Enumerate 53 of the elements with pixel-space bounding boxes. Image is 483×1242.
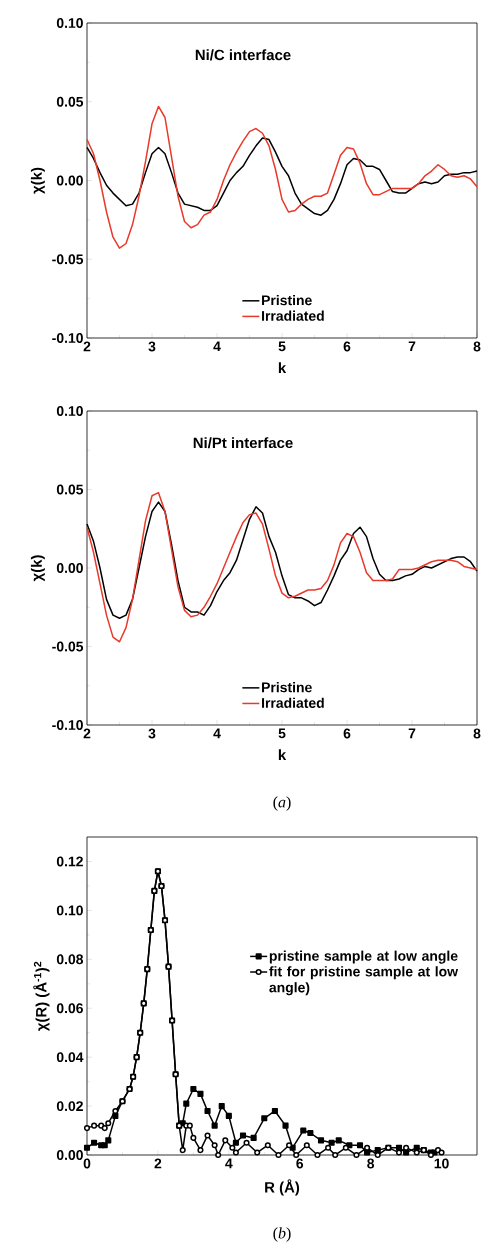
- x-tick-label: 7: [408, 728, 416, 739]
- x-tick-label: 6: [296, 1158, 304, 1169]
- x-tick-label: 2: [83, 341, 91, 352]
- x-tick-label: 7: [408, 341, 416, 352]
- y-tick-label: -0.10: [52, 333, 83, 343]
- y-axis-title: χ(k): [30, 167, 45, 194]
- y-axis-title: χ(k): [30, 555, 45, 582]
- x-tick-label: 8: [367, 1158, 375, 1169]
- y-tick-label: 0.05: [56, 96, 84, 107]
- legend-label: Irradiated: [262, 697, 324, 708]
- y-tick-label: 0.06: [56, 1003, 83, 1014]
- legend-label: pristine sample at low angle: [269, 950, 458, 964]
- text: Ni/Pt interface: [193, 437, 293, 449]
- x-axis-title: k: [278, 362, 287, 374]
- x-tick-label: 5: [278, 341, 286, 352]
- text: Ni/C interface: [195, 49, 291, 61]
- y-tick-label: 0.08: [56, 954, 84, 965]
- legend-label: Pristine: [262, 682, 312, 693]
- y-tick-label: -0.10: [52, 720, 83, 730]
- y-tick-label: 0.00: [56, 563, 83, 573]
- y-tick-label: 0.02: [56, 1101, 83, 1112]
- x-tick-label: 4: [225, 1158, 233, 1169]
- y-tick-label: 0.10: [56, 905, 83, 916]
- y-tick-label: 0.00: [56, 1150, 83, 1160]
- y-tick-label: 0.04: [56, 1052, 84, 1063]
- x-tick-label: 10: [434, 1158, 449, 1169]
- y-axis-title: χ(R) (Å$^{-1}$)$^{2}$: [33, 961, 50, 1032]
- y-tick-label: 0.12: [56, 856, 83, 867]
- y-tick-label: 0.00: [56, 175, 83, 186]
- text: (b): [273, 1227, 291, 1242]
- x-tick-label: 3: [148, 341, 156, 352]
- y-tick-label: 0.05: [56, 484, 84, 495]
- x-tick-label: 0: [83, 1158, 91, 1169]
- x-tick-label: 2: [154, 1158, 162, 1169]
- x-axis-title: k: [278, 749, 287, 761]
- legend-label: Irradiated: [262, 310, 324, 321]
- x-tick-label: 5: [278, 728, 286, 739]
- x-tick-label: 4: [213, 728, 221, 739]
- legend-label: Pristine: [262, 295, 312, 306]
- y-tick-label: -0.05: [52, 254, 84, 265]
- x-axis-title: R (Å): [265, 1179, 300, 1196]
- x-tick-label: 2: [83, 728, 91, 739]
- y-tick-label: -0.05: [52, 641, 84, 652]
- x-tick-label: 6: [343, 728, 351, 739]
- legend-label: fit for pristine sample at low angle): [269, 966, 459, 996]
- y-tick-label: 0.10: [56, 18, 83, 28]
- x-tick-label: 8: [473, 341, 481, 352]
- x-tick-label: 4: [213, 341, 221, 352]
- text: (a): [273, 796, 291, 811]
- x-tick-label: 3: [148, 728, 156, 739]
- x-tick-label: 8: [473, 728, 481, 739]
- y-tick-label: 0.10: [56, 406, 83, 416]
- x-tick-label: 6: [343, 341, 351, 352]
